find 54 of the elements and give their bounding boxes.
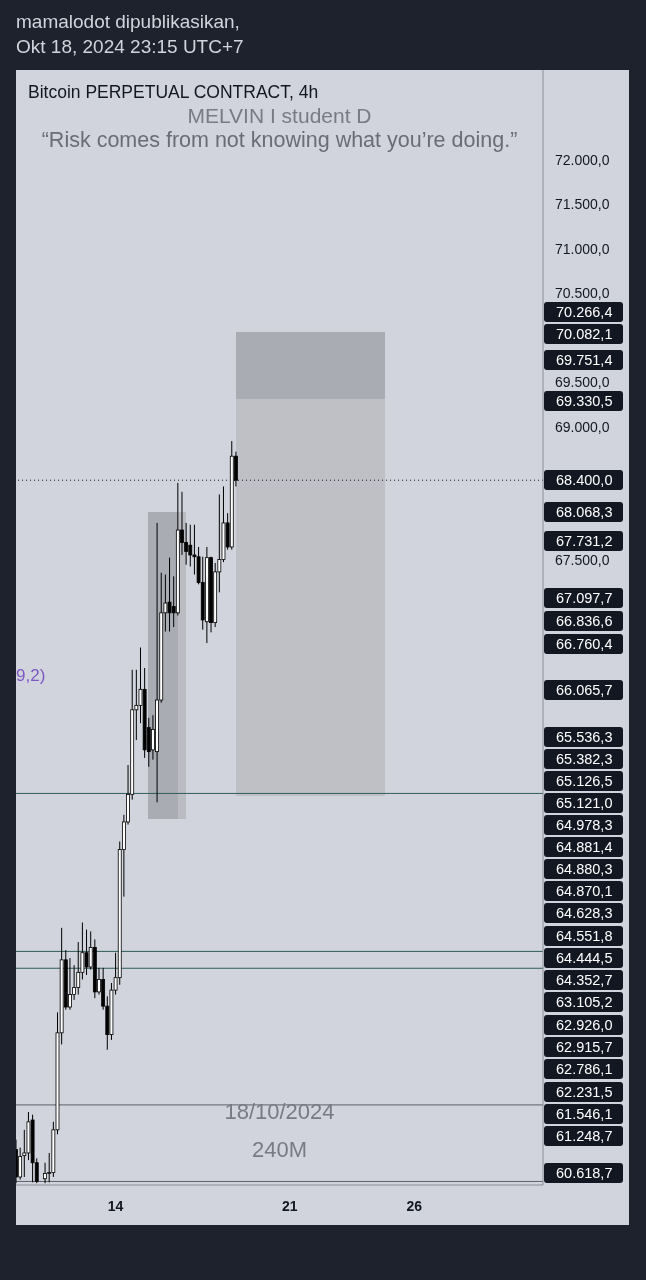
y-tick-label: 69.000,0	[555, 418, 610, 435]
y-tick-label: 67.500,0	[555, 552, 610, 569]
text: 67.097,7	[556, 590, 613, 606]
candlestick	[76, 941, 81, 996]
text: 65.126,5	[556, 773, 613, 789]
text: 65.536,3	[556, 729, 613, 745]
candlestick	[43, 1162, 47, 1184]
candlestick	[84, 929, 89, 976]
text: Bitcoin PERPETUAL CONTRACT, 4h	[28, 82, 319, 102]
text: 64.444,5	[556, 950, 613, 966]
annotation: 9,2)	[16, 666, 46, 685]
y-tick-label: 69.500,0	[555, 374, 610, 391]
text: 65.382,3	[556, 751, 613, 767]
text: mamalodot dipublikasikan, Okt 18, 2024 23:15 UTC+7	[16, 11, 244, 57]
text: 69.751,4	[556, 352, 613, 368]
text: 66.760,4	[556, 636, 613, 652]
y-tick-label: 72.000,0	[555, 151, 610, 168]
text: 64.881,4	[556, 839, 613, 855]
annotation: 240M	[251, 1137, 308, 1162]
text: 62.786,1	[556, 1061, 613, 1077]
text: 68.068,3	[556, 504, 613, 520]
y-tick-label: 71.000,0	[555, 240, 610, 257]
text: 66.836,6	[556, 613, 613, 629]
candlestick	[188, 524, 193, 568]
text: 64.880,3	[556, 861, 613, 877]
text: 64.870,1	[556, 883, 613, 899]
x-tick-label: 14	[107, 1197, 124, 1214]
text: 61.546,1	[556, 1106, 613, 1122]
text: 70.266,4	[556, 304, 613, 320]
text: 62.231,5	[556, 1084, 613, 1100]
candlestick	[167, 557, 172, 632]
text: 63.105,2	[556, 994, 613, 1010]
text: 65.121,0	[556, 795, 613, 811]
text: 67.731,2	[556, 533, 613, 549]
text: 62.926,0	[556, 1017, 613, 1033]
text: 64.551,8	[556, 928, 613, 944]
x-tick-label: 26	[406, 1197, 423, 1214]
y-tick-label: 71.500,0	[555, 196, 610, 213]
y-tick-label: 70.500,0	[555, 285, 610, 302]
text: 61.248,7	[556, 1128, 613, 1144]
text: 64.978,3	[556, 817, 613, 833]
text: 60.618,7	[556, 1165, 613, 1181]
text: 70.082,1	[556, 326, 613, 342]
text: 64.628,3	[556, 905, 613, 921]
text: 62.915,7	[556, 1039, 613, 1055]
text: 66.065,7	[556, 682, 613, 698]
text: “Risk comes from not knowing what you’re doing.”	[41, 128, 518, 152]
text: 64.352,7	[556, 972, 613, 988]
ref-line-label: 68.400,0	[556, 472, 613, 489]
candlestick	[68, 957, 72, 1011]
annotation: 18/10/2024	[224, 1099, 335, 1124]
text: 69.330,5	[556, 393, 613, 409]
x-tick-label: 21	[282, 1197, 298, 1214]
annotation: MELVIN I student D	[187, 104, 372, 127]
